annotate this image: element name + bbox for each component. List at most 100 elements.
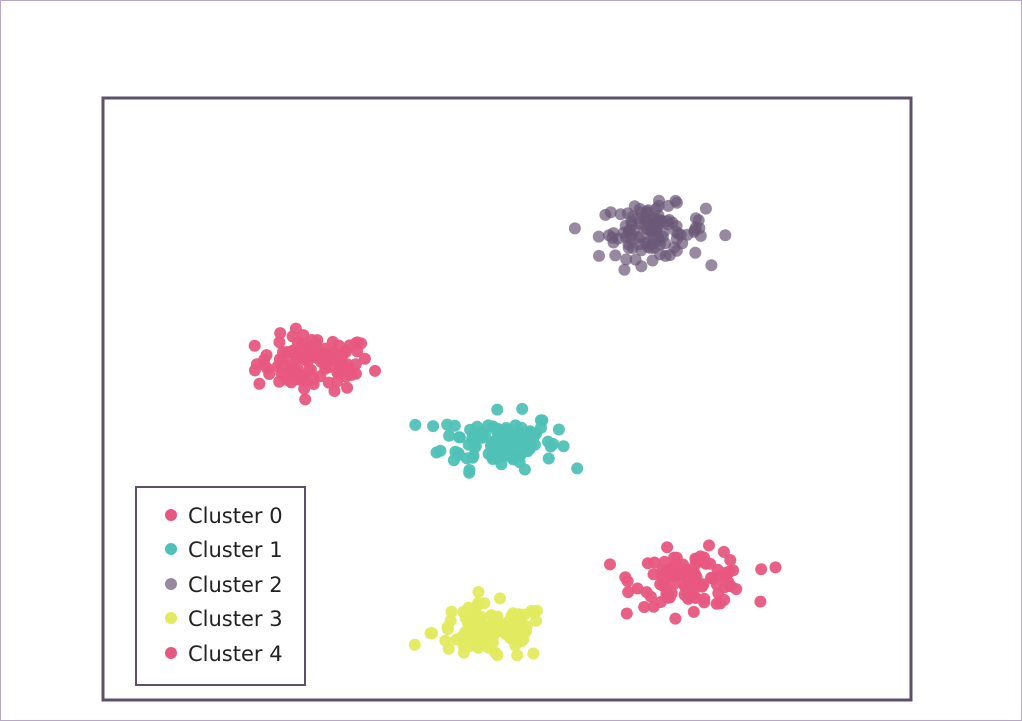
scatter-point <box>524 425 536 438</box>
scatter-point <box>424 627 437 640</box>
scatter-point <box>652 199 665 212</box>
scatter-point <box>552 423 565 436</box>
scatter-point <box>544 440 557 453</box>
scatter-point <box>491 649 504 662</box>
scatter-point <box>648 556 661 569</box>
legend-marker-cluster-0 <box>165 509 177 521</box>
scatter-point <box>449 445 462 458</box>
scatter-point <box>263 368 276 380</box>
scatter-point <box>661 541 674 554</box>
scatter-point <box>622 241 635 254</box>
scatter-point <box>719 229 732 242</box>
scatter-point <box>568 222 581 235</box>
scatter-point <box>670 551 683 564</box>
scatter-point <box>443 429 456 442</box>
scatter-point <box>668 570 680 583</box>
scatter-point <box>511 649 524 662</box>
scatter-point <box>315 352 328 365</box>
scatter-point <box>482 447 495 460</box>
scatter-point <box>291 362 304 375</box>
scatter-point <box>300 374 313 387</box>
scatter-point <box>351 345 364 358</box>
scatter-point <box>439 634 452 647</box>
scatter-point <box>505 433 518 446</box>
scatter-point <box>609 249 622 262</box>
scatter-point <box>620 253 633 266</box>
scatter-point <box>571 462 584 475</box>
scatter-point <box>710 578 723 591</box>
scatter-point <box>490 423 503 436</box>
scatter-point <box>495 437 508 450</box>
scatter-point <box>478 619 490 632</box>
scatter-point <box>491 403 504 416</box>
scatter-point <box>427 420 440 433</box>
scatter-point <box>466 609 479 622</box>
scatter-point <box>463 466 476 479</box>
scatter-point <box>703 539 715 552</box>
scatter-point <box>719 566 732 579</box>
scatter-point <box>507 607 520 620</box>
scatter-point <box>769 561 782 574</box>
scatter-point <box>341 381 354 394</box>
scatter-point <box>593 249 605 262</box>
scatter-point <box>528 606 540 619</box>
legend-label-cluster-3: Cluster 3 <box>188 607 283 631</box>
scatter-point <box>345 368 358 381</box>
scatter-point <box>724 580 737 593</box>
scatter-point <box>622 586 635 599</box>
scatter-point <box>618 263 631 276</box>
scatter-point <box>517 630 530 642</box>
series-cluster-0 <box>248 322 381 406</box>
scatter-point <box>248 339 261 352</box>
scatter-point <box>291 351 304 364</box>
legend-label-cluster-1: Cluster 1 <box>188 538 283 562</box>
scatter-point <box>322 376 335 389</box>
scatter-point <box>273 336 286 349</box>
scatter-point <box>659 249 672 262</box>
scatter-point <box>694 578 707 591</box>
legend-entry-cluster-0: Cluster 0 <box>165 504 283 528</box>
legend-box <box>135 486 306 686</box>
scatter-point <box>453 431 466 444</box>
legend-entry-cluster-4: Cluster 4 <box>165 642 283 666</box>
scatter-point <box>475 426 488 439</box>
series-cluster-4 <box>604 539 782 625</box>
scatter-point <box>351 336 364 349</box>
scatter-point <box>634 230 647 243</box>
scatter-point <box>670 233 683 245</box>
scatter-point <box>542 452 555 465</box>
scatter-point <box>658 555 671 568</box>
scatter-point <box>441 418 454 431</box>
scatter-point <box>693 222 706 235</box>
scatter-point <box>491 617 504 629</box>
scatter-point <box>635 260 648 273</box>
scatter-point <box>409 418 422 431</box>
series-cluster-1 <box>409 402 584 479</box>
scatter-point <box>624 231 637 244</box>
scatter-point <box>515 445 528 458</box>
series-cluster-2 <box>568 194 732 276</box>
scatter-point <box>755 563 768 576</box>
scatter-point <box>635 206 648 219</box>
scatter-point <box>647 600 660 613</box>
scatter-point <box>651 216 664 229</box>
scatter-point <box>494 592 506 605</box>
scatter-point <box>644 590 657 603</box>
scatter-point <box>434 444 447 457</box>
scatter-point <box>286 330 299 343</box>
data-points <box>248 194 782 662</box>
scatter-point <box>304 363 317 376</box>
scatter-point <box>335 355 348 368</box>
scatter-point <box>253 377 266 390</box>
scatter-point <box>534 414 547 427</box>
scatter-point <box>275 367 288 380</box>
scatter-point <box>705 259 718 272</box>
scatter-point <box>663 214 676 226</box>
scatter-point <box>604 558 616 571</box>
scatter-point <box>699 202 712 215</box>
scatter-point <box>358 352 371 365</box>
scatter-point <box>463 640 476 652</box>
scatter-point <box>319 342 332 355</box>
